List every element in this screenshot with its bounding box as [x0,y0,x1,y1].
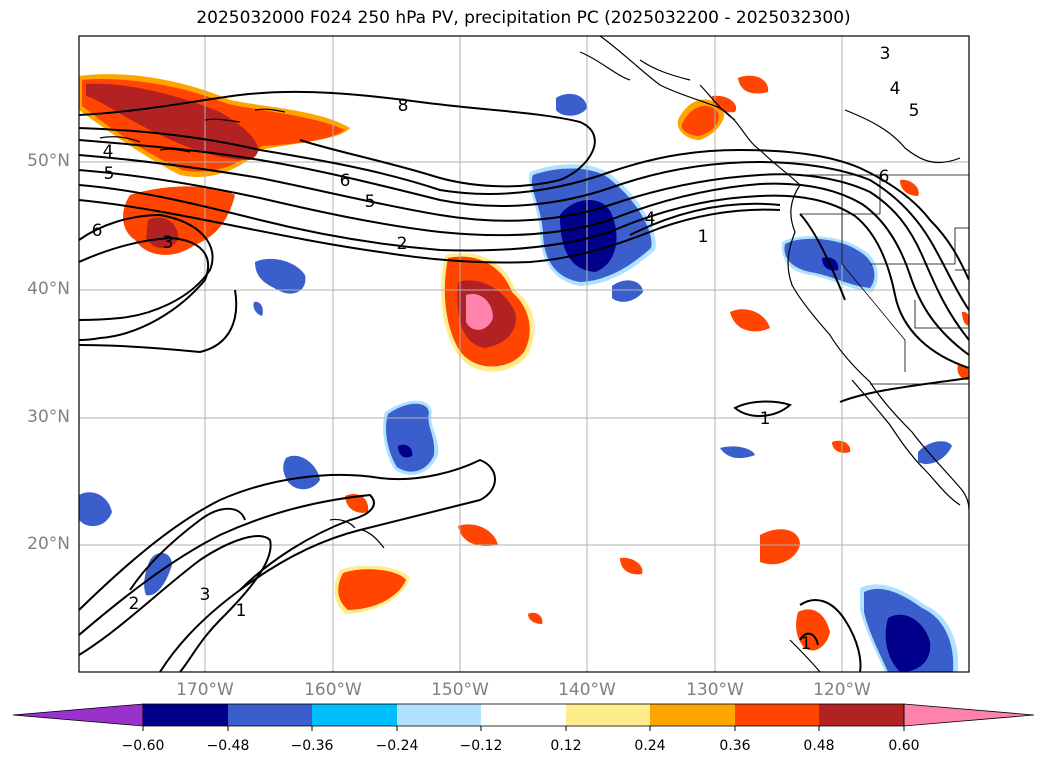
lon-label-160w: 160°W [304,680,362,700]
contour-label: 5 [104,164,115,184]
contour-label: 1 [236,601,247,621]
colorbar [12,703,1035,731]
lon-label-120w: 120°W [813,680,871,700]
colorbar-tick-label: −0.24 [375,738,419,754]
contour-label: 6 [340,171,351,191]
contour-label: 8 [398,96,409,116]
colorbar-tick-label: 0.36 [719,738,751,754]
contour-label-group: 8 4 5 6 6 5 3 2 4 1 3 4 5 6 1 2 3 1 1 [92,44,920,654]
lat-label-40n: 40°N [27,279,70,299]
lon-label-150w: 150°W [431,680,489,700]
contour-label: 3 [200,585,211,605]
map-frame [78,35,970,673]
contour-label: 1 [760,409,771,429]
graticule [79,36,969,672]
contour-label: 3 [880,44,891,64]
colorbar-tick-label: −0.36 [290,738,334,754]
contour-label: 4 [103,142,114,162]
lat-label-20n: 20°N [27,534,70,554]
contour-label: 1 [801,634,812,654]
contour-label: 5 [365,192,376,212]
contour-label: 5 [909,101,920,121]
map-title: 2025032000 F024 250 hPa PV, precipitatio… [196,8,851,28]
colorbar-tick-label: 0.24 [634,738,666,754]
lon-label-140w: 140°W [558,680,616,700]
coastlines [99,36,969,672]
pv-contours [79,90,969,672]
colorbar-tick-label: −0.12 [459,738,503,754]
colorbar-tick-label: −0.60 [121,738,165,754]
contour-label: 2 [129,594,140,614]
lon-label-130w: 130°W [686,680,744,700]
contour-label: 6 [879,167,890,187]
contour-label: 1 [698,227,709,247]
colorbar-tick-label: 0.48 [803,738,835,754]
positive-precip-shading [79,74,969,651]
colorbar-tick-label: 0.12 [550,738,582,754]
lat-label-30n: 30°N [27,407,70,427]
contour-label: 4 [645,209,656,229]
contour-label: 2 [397,234,408,254]
contour-label: 3 [163,233,174,253]
colorbar-tick-label: −0.48 [206,738,250,754]
colorbar-tick-label: 0.60 [888,738,920,754]
contour-label: 6 [92,221,103,241]
contour-label: 4 [890,79,901,99]
lat-label-50n: 50°N [27,151,70,171]
lon-label-170w: 170°W [176,680,234,700]
